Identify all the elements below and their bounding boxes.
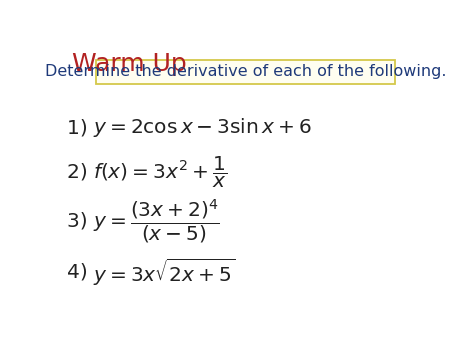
Text: 1): 1)	[67, 118, 94, 137]
Text: $f(x) = 3x^2 + \dfrac{1}{x}$: $f(x) = 3x^2 + \dfrac{1}{x}$	[93, 154, 227, 190]
Text: 2): 2)	[67, 163, 94, 182]
FancyBboxPatch shape	[96, 60, 395, 83]
Text: $y = \dfrac{(3x+2)^4}{(x-5)}$: $y = \dfrac{(3x+2)^4}{(x-5)}$	[93, 197, 220, 245]
Text: 4): 4)	[67, 263, 94, 282]
Text: Determine the derivative of each of the following.: Determine the derivative of each of the …	[45, 64, 446, 79]
Text: $y = 3x\sqrt{2x+5}$: $y = 3x\sqrt{2x+5}$	[93, 257, 235, 288]
Text: Warm Up: Warm Up	[72, 52, 187, 76]
Text: 3): 3)	[67, 212, 94, 231]
Text: $y = 2\cos x - 3\sin x + 6$: $y = 2\cos x - 3\sin x + 6$	[93, 116, 311, 139]
